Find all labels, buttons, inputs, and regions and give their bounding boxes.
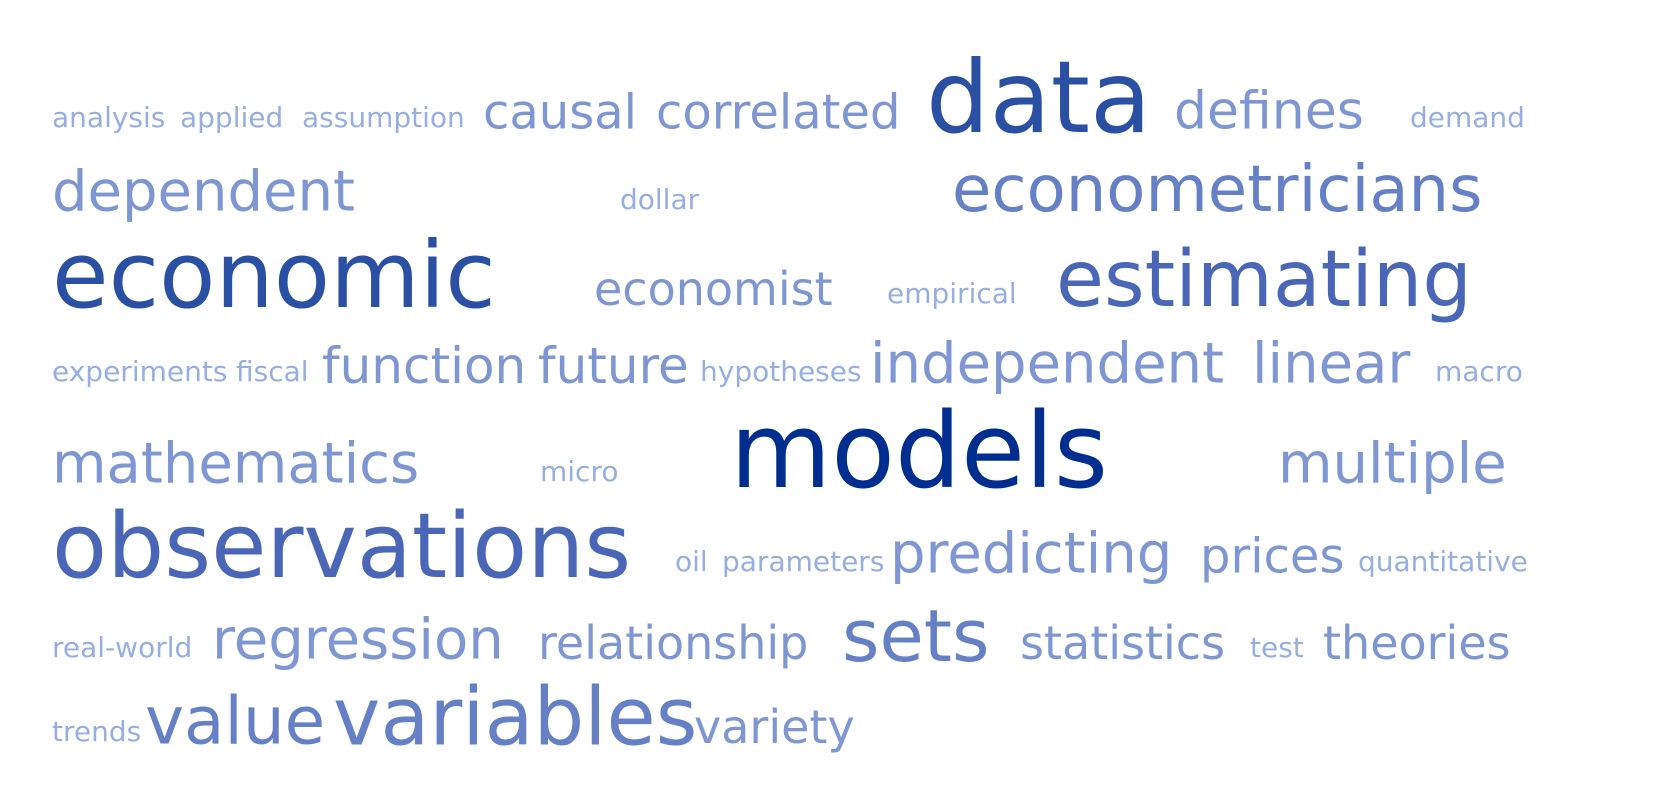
word-value: value xyxy=(145,682,326,760)
word-statistics: statistics xyxy=(1020,616,1226,671)
word-prices: prices xyxy=(1200,528,1345,585)
word-oil: oil xyxy=(675,545,708,579)
word-predicting: predicting xyxy=(890,521,1173,587)
word-correlated: correlated xyxy=(656,84,901,141)
word-fiscal: fiscal xyxy=(236,355,309,389)
word-economist: economist xyxy=(594,262,833,317)
word-real-world: real-world xyxy=(52,631,193,665)
word-quantitative: quantitative xyxy=(1358,545,1528,579)
word-future: future xyxy=(538,337,689,395)
word-parameters: parameters xyxy=(722,545,885,579)
word-independent: independent xyxy=(870,331,1224,397)
word-function: function xyxy=(322,337,527,395)
word-assumption: assumption xyxy=(302,101,465,135)
word-experiments: experiments xyxy=(52,355,228,389)
word-dollar: dollar xyxy=(620,183,700,217)
word-observations: observations xyxy=(52,493,632,599)
word-analysis: analysis xyxy=(52,101,166,135)
word-data: data xyxy=(926,39,1152,156)
word-models: models xyxy=(730,389,1109,512)
word-dependent: dependent xyxy=(52,159,355,225)
word-mathematics: mathematics xyxy=(52,431,420,497)
word-defines: defines xyxy=(1174,81,1364,142)
word-trends: trends xyxy=(52,715,142,749)
word-demand: demand xyxy=(1410,101,1525,135)
word-variables: variables xyxy=(333,670,698,764)
word-theories: theories xyxy=(1323,616,1511,671)
word-relationship: relationship xyxy=(538,616,809,671)
word-applied: applied xyxy=(180,101,284,135)
word-variety: variety xyxy=(694,700,855,755)
word-micro: micro xyxy=(540,455,619,489)
word-macro: macro xyxy=(1435,355,1523,389)
word-economic: economic xyxy=(52,222,496,330)
word-sets: sets xyxy=(842,593,990,678)
word-test: test xyxy=(1250,631,1304,665)
word-causal: causal xyxy=(483,84,637,141)
word-linear: linear xyxy=(1252,331,1411,397)
word-regression: regression xyxy=(212,607,504,673)
word-hypotheses: hypotheses xyxy=(700,355,862,389)
word-econometricians: econometricians xyxy=(952,153,1483,228)
word-multiple: multiple xyxy=(1278,431,1507,497)
word-estimating: estimating xyxy=(1056,235,1472,326)
word-empirical: empirical xyxy=(887,277,1017,311)
